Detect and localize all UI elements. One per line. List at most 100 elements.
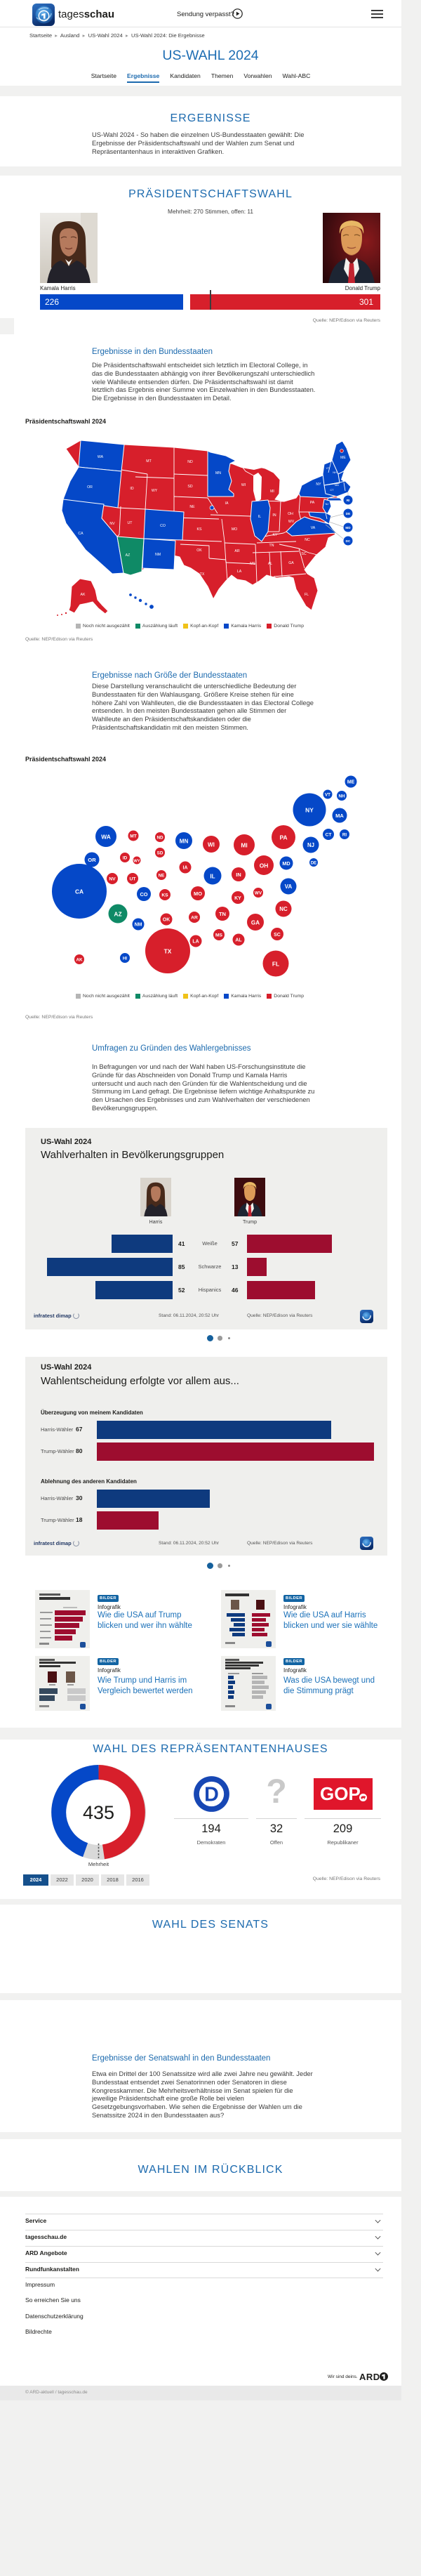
svg-text:MO: MO: [232, 527, 237, 532]
svg-text:435: 435: [83, 1802, 114, 1823]
svg-text:NY: NY: [316, 482, 321, 487]
svg-text:KY: KY: [273, 533, 278, 537]
svg-text:MD: MD: [282, 860, 290, 867]
svg-text:IL: IL: [210, 873, 215, 879]
svg-text:RI: RI: [342, 833, 347, 838]
svg-text:NH: NH: [333, 471, 337, 474]
svg-text:ND: ND: [156, 836, 163, 841]
svg-text:NE: NE: [189, 505, 195, 509]
svg-text:DC: DC: [346, 539, 351, 543]
svg-text:NY: NY: [305, 806, 314, 813]
svg-text:VT: VT: [325, 792, 330, 797]
svg-text:AZ: AZ: [126, 553, 131, 558]
svg-text:WI: WI: [241, 483, 246, 487]
svg-text:SC: SC: [274, 933, 281, 938]
svg-text:TN: TN: [269, 544, 274, 548]
svg-text:GA: GA: [288, 561, 294, 565]
svg-text:UT: UT: [128, 521, 133, 525]
svg-text:MN: MN: [215, 471, 221, 475]
svg-text:TN: TN: [219, 911, 226, 917]
svg-text:IN: IN: [236, 872, 241, 878]
svg-text:IN: IN: [272, 513, 276, 518]
svg-text:MO: MO: [194, 891, 202, 897]
svg-text:AZ: AZ: [114, 910, 121, 917]
svg-text:D: D: [204, 1783, 219, 1806]
svg-text:OR: OR: [87, 485, 93, 489]
svg-text:KY: KY: [234, 896, 241, 901]
svg-text:WY: WY: [152, 489, 158, 493]
svg-text:CA: CA: [78, 532, 83, 536]
svg-text:MS: MS: [250, 562, 255, 566]
svg-text:CA: CA: [75, 888, 83, 895]
svg-text:TX: TX: [200, 572, 205, 577]
svg-text:AR: AR: [191, 916, 198, 921]
svg-text:IL: IL: [258, 515, 261, 519]
svg-text:MA: MA: [335, 813, 344, 819]
svg-text:AL: AL: [268, 562, 272, 566]
svg-text:OH: OH: [288, 512, 293, 516]
svg-text:NJ: NJ: [326, 503, 329, 506]
svg-text:FL: FL: [272, 960, 279, 967]
svg-text:TX: TX: [164, 947, 172, 954]
svg-text:MA: MA: [335, 484, 339, 487]
svg-text:FL: FL: [305, 593, 309, 597]
svg-text:OR: OR: [88, 857, 96, 863]
svg-text:OK: OK: [196, 548, 202, 553]
svg-text:VA: VA: [285, 883, 293, 890]
svg-text:RI: RI: [347, 499, 350, 502]
svg-text:NJ: NJ: [307, 842, 314, 848]
svg-text:ID: ID: [130, 487, 133, 491]
svg-text:DE: DE: [346, 512, 350, 515]
svg-text:HI: HI: [123, 957, 128, 961]
svg-text:MI: MI: [241, 841, 247, 848]
svg-text:MS: MS: [215, 933, 223, 938]
svg-text:SD: SD: [187, 485, 192, 489]
svg-text:ME: ME: [347, 780, 355, 785]
svg-text:VT: VT: [326, 467, 330, 470]
svg-text:DE: DE: [311, 861, 316, 865]
svg-text:UT: UT: [130, 877, 137, 882]
svg-text:NV: NV: [109, 522, 115, 526]
svg-text:ID: ID: [123, 856, 128, 861]
svg-text:LA: LA: [192, 940, 199, 945]
svg-text:CO: CO: [160, 524, 166, 528]
svg-text:CT: CT: [326, 833, 333, 838]
svg-text:PA: PA: [279, 834, 287, 841]
svg-text:WA: WA: [101, 833, 111, 840]
svg-text:SC: SC: [301, 552, 306, 556]
svg-text:WV: WV: [255, 891, 262, 896]
svg-text:NM: NM: [135, 923, 142, 928]
svg-text:IA: IA: [183, 866, 188, 871]
svg-text:WI: WI: [208, 841, 215, 848]
svg-text:AL: AL: [235, 938, 241, 943]
svg-text:MI: MI: [270, 489, 274, 494]
svg-text:MD: MD: [345, 526, 351, 530]
svg-text:CT: CT: [330, 489, 334, 492]
svg-text:VA: VA: [311, 526, 316, 530]
svg-text:PA: PA: [310, 501, 315, 505]
svg-text:MT: MT: [130, 834, 137, 839]
svg-text:AK: AK: [76, 958, 83, 963]
svg-text:AK: AK: [81, 593, 86, 597]
svg-text:WY: WY: [133, 859, 140, 863]
svg-text:SD: SD: [157, 851, 163, 856]
svg-text:AR: AR: [234, 549, 239, 553]
svg-text:NE: NE: [159, 874, 165, 879]
svg-text:KS: KS: [161, 893, 168, 898]
svg-text:MN: MN: [180, 838, 189, 844]
svg-text:ND: ND: [187, 460, 193, 464]
svg-text:NH: NH: [338, 794, 345, 799]
svg-text:MT: MT: [146, 459, 152, 464]
svg-text:IA: IA: [225, 501, 229, 506]
svg-text:GA: GA: [251, 919, 260, 926]
svg-text:WV: WV: [288, 520, 295, 524]
svg-text:LA: LA: [237, 570, 242, 574]
svg-text:OH: OH: [260, 862, 269, 869]
svg-text:NC: NC: [279, 906, 288, 912]
svg-text:KS: KS: [197, 527, 202, 532]
svg-text:ME: ME: [340, 456, 346, 460]
svg-text:OK: OK: [163, 918, 170, 923]
svg-text:CO: CO: [140, 891, 147, 898]
svg-text:WA: WA: [98, 455, 104, 459]
svg-text:NV: NV: [109, 877, 116, 882]
